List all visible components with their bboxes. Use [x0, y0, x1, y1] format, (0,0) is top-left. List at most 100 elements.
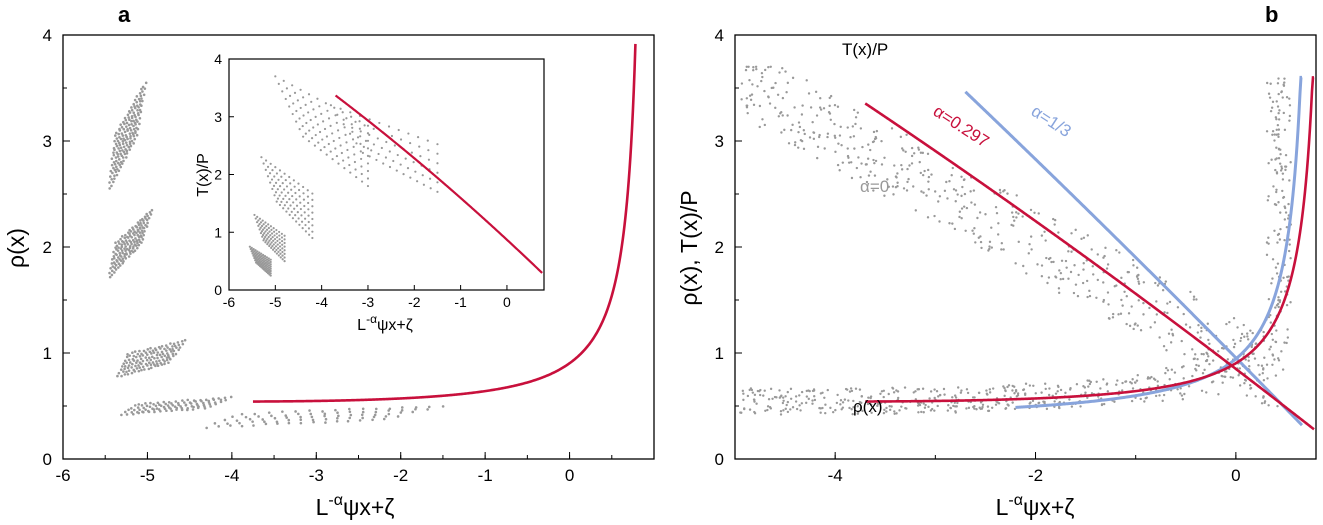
- inset-alpha0-point: [327, 117, 331, 120]
- inset-alpha0-point: [267, 257, 270, 260]
- inset-alpha0-point: [427, 149, 430, 152]
- alpha0-T-point: [859, 176, 862, 179]
- alpha0-rho-point: [752, 398, 756, 401]
- inset-alpha0-point: [254, 217, 257, 220]
- alpha0-point: [156, 401, 160, 405]
- inset-alpha0-point: [436, 171, 439, 174]
- alpha0-point: [138, 103, 142, 106]
- inset-x-tick-label: -6: [223, 294, 236, 310]
- alpha0-rho-point: [1287, 202, 1290, 206]
- alpha0-T-point: [781, 96, 785, 100]
- alpha0-rho-point: [1274, 203, 1278, 207]
- alpha0-T-point: [1017, 212, 1020, 215]
- alpha0-point: [155, 407, 159, 410]
- alpha0-T-point: [906, 167, 909, 171]
- inset-alpha0-point: [428, 177, 432, 180]
- alpha0-rho-point: [1285, 303, 1289, 307]
- alpha0-T-point: [1135, 275, 1139, 278]
- alpha0-rho-point: [1269, 82, 1272, 85]
- alpha0-rho-point: [800, 390, 804, 394]
- alpha0-point: [113, 134, 117, 137]
- inset-alpha0-point: [356, 136, 360, 139]
- inset-alpha0-point: [282, 207, 285, 210]
- inset-x-tick-label: -2: [408, 294, 421, 310]
- alpha0-point: [113, 177, 116, 180]
- alpha0-point: [133, 350, 137, 353]
- alpha0-T-point: [891, 185, 895, 188]
- alpha0-rho-point: [1084, 391, 1087, 394]
- alpha0-point: [155, 362, 159, 366]
- alpha0-rho-point: [1246, 332, 1249, 335]
- alpha0-point: [118, 163, 122, 167]
- alpha0-point: [287, 421, 291, 425]
- alpha0-rho-point: [1079, 405, 1082, 408]
- inset-alpha0-point: [285, 201, 289, 204]
- alpha0-T-point: [797, 146, 800, 149]
- alpha0-T-point: [778, 71, 781, 74]
- alpha0-T-point: [826, 135, 829, 139]
- inset-alpha0-point: [359, 130, 362, 133]
- alpha0-T-point: [1057, 287, 1061, 290]
- inset-alpha0-point: [283, 249, 286, 252]
- alpha0-T-point: [1199, 336, 1202, 339]
- alpha0-rho-point: [784, 395, 787, 398]
- alpha0-rho-point: [1267, 297, 1271, 301]
- alpha0-point: [414, 406, 418, 409]
- alpha0-point: [171, 347, 174, 351]
- alpha0-rho-point: [905, 407, 908, 410]
- alpha0-point: [219, 398, 223, 402]
- alpha0-T-point: [912, 185, 915, 188]
- alpha0-rho-point: [1276, 82, 1280, 85]
- alpha0-rho-point: [1283, 128, 1287, 132]
- alpha0-point: [127, 358, 131, 362]
- alpha0-rho-point: [1179, 387, 1182, 390]
- inset-alpha0-point: [273, 194, 276, 197]
- alpha0-rho-point: [800, 402, 804, 405]
- alpha0-rho-point: [839, 403, 842, 406]
- alpha0-point: [122, 159, 125, 163]
- alpha0-point: [358, 419, 362, 422]
- alpha0-rho-point: [1281, 178, 1285, 181]
- alpha0-T-point: [948, 180, 951, 183]
- alpha0-rho-point: [779, 413, 783, 416]
- alpha0-rho-point: [789, 397, 793, 400]
- inset-alpha0-point: [264, 230, 267, 233]
- inset-alpha0-point: [265, 256, 269, 259]
- inset-alpha0-point: [277, 250, 280, 253]
- alpha0-T-point: [837, 142, 840, 145]
- alpha0-T-point: [1043, 230, 1046, 233]
- alpha0-rho-point: [1275, 329, 1278, 332]
- alpha0-point: [120, 245, 124, 249]
- alpha0-point: [122, 260, 125, 263]
- alpha0-T-point: [963, 178, 966, 181]
- alpha0-point: [205, 426, 208, 430]
- inset-alpha0-point: [264, 159, 268, 162]
- alpha0-rho-point: [888, 408, 892, 412]
- alpha0-point: [127, 116, 130, 119]
- alpha0-T-point: [1070, 232, 1073, 235]
- alpha0-rho-point: [912, 391, 915, 394]
- inset-alpha0-point: [267, 241, 270, 244]
- alpha0-rho-point: [929, 390, 933, 393]
- alpha0-point: [441, 405, 445, 408]
- alpha0-point: [115, 165, 118, 169]
- alpha0-rho-point: [942, 387, 946, 391]
- alpha0-T-point: [1137, 282, 1141, 285]
- alpha0-rho-point: [1170, 368, 1174, 371]
- inset-alpha0-point: [279, 252, 282, 255]
- alpha0-T-point: [1096, 253, 1099, 256]
- alpha0-rho-point: [1279, 169, 1283, 172]
- alpha0-T-point: [980, 246, 983, 250]
- alpha0-point: [135, 95, 139, 98]
- alpha0-point: [121, 257, 125, 261]
- inset-alpha0-point: [283, 188, 286, 191]
- alpha0-point: [143, 229, 146, 233]
- panel-a-x-ticks: -6 -5 -4 -3 -2 -1 0: [55, 452, 655, 485]
- alpha0-point: [138, 349, 141, 353]
- alpha0-point: [388, 407, 392, 411]
- inset-alpha0-point: [366, 124, 370, 127]
- alpha0-T-point: [960, 175, 963, 179]
- inset-alpha0-point: [293, 207, 296, 210]
- alpha0-rho-point: [1221, 381, 1224, 384]
- alpha0-rho-point: [1286, 328, 1289, 331]
